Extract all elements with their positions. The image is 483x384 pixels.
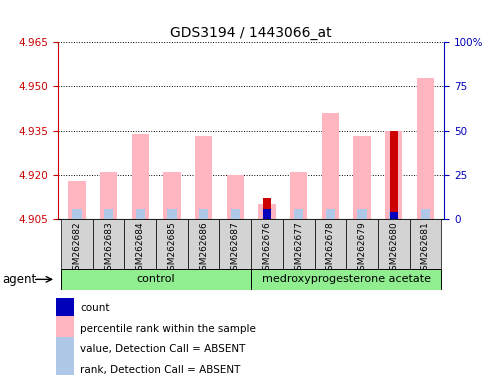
Text: GSM262685: GSM262685 [168,221,176,276]
Bar [199,209,209,219]
Text: GSM262679: GSM262679 [357,221,367,276]
Bar [346,219,378,269]
Bar [283,219,314,269]
Bar [125,219,156,269]
Bar [227,175,244,219]
Text: GSM262682: GSM262682 [72,221,82,276]
Bar [258,204,276,219]
Bar [251,269,441,290]
Text: agent: agent [2,273,37,286]
Bar [188,219,219,269]
Bar [263,209,271,219]
Bar [421,209,430,219]
Bar [61,219,93,269]
Text: GSM262681: GSM262681 [421,221,430,276]
Text: GSM262680: GSM262680 [389,221,398,276]
Bar [378,219,410,269]
Bar [357,209,367,219]
Text: GSM262686: GSM262686 [199,221,208,276]
Bar [322,113,339,219]
Bar [390,212,398,219]
Bar [353,136,371,219]
Bar [93,219,125,269]
Bar [417,78,434,219]
Bar [104,209,114,219]
Bar [100,172,117,219]
Bar [167,209,177,219]
Bar [56,316,74,354]
Bar [195,136,213,219]
Text: control: control [137,274,175,285]
Bar [389,209,398,219]
Bar [68,180,85,219]
Text: rank, Detection Call = ABSENT: rank, Detection Call = ABSENT [80,365,241,375]
Bar [294,209,303,219]
Text: GSM262684: GSM262684 [136,221,145,276]
Bar [263,198,271,219]
Bar [290,172,307,219]
Text: GSM262676: GSM262676 [262,221,271,276]
Bar [131,134,149,219]
Text: value, Detection Call = ABSENT: value, Detection Call = ABSENT [80,344,245,354]
Bar [136,209,145,219]
Bar [230,209,240,219]
Bar [410,219,441,269]
Text: GSM262683: GSM262683 [104,221,113,276]
Bar [219,219,251,269]
Bar [56,296,74,334]
Bar [390,131,398,219]
Bar [163,172,181,219]
Bar [314,219,346,269]
Bar [251,219,283,269]
Bar [72,209,82,219]
Bar [56,275,74,313]
Text: medroxyprogesterone acetate: medroxyprogesterone acetate [262,274,431,285]
Text: percentile rank within the sample: percentile rank within the sample [80,324,256,334]
Text: count: count [80,303,110,313]
Bar [156,219,188,269]
Bar [61,269,251,290]
Title: GDS3194 / 1443066_at: GDS3194 / 1443066_at [170,26,332,40]
Text: GSM262677: GSM262677 [294,221,303,276]
Bar [326,209,335,219]
Bar [56,337,74,375]
Bar [385,131,402,219]
Text: GSM262678: GSM262678 [326,221,335,276]
Text: GSM262687: GSM262687 [231,221,240,276]
